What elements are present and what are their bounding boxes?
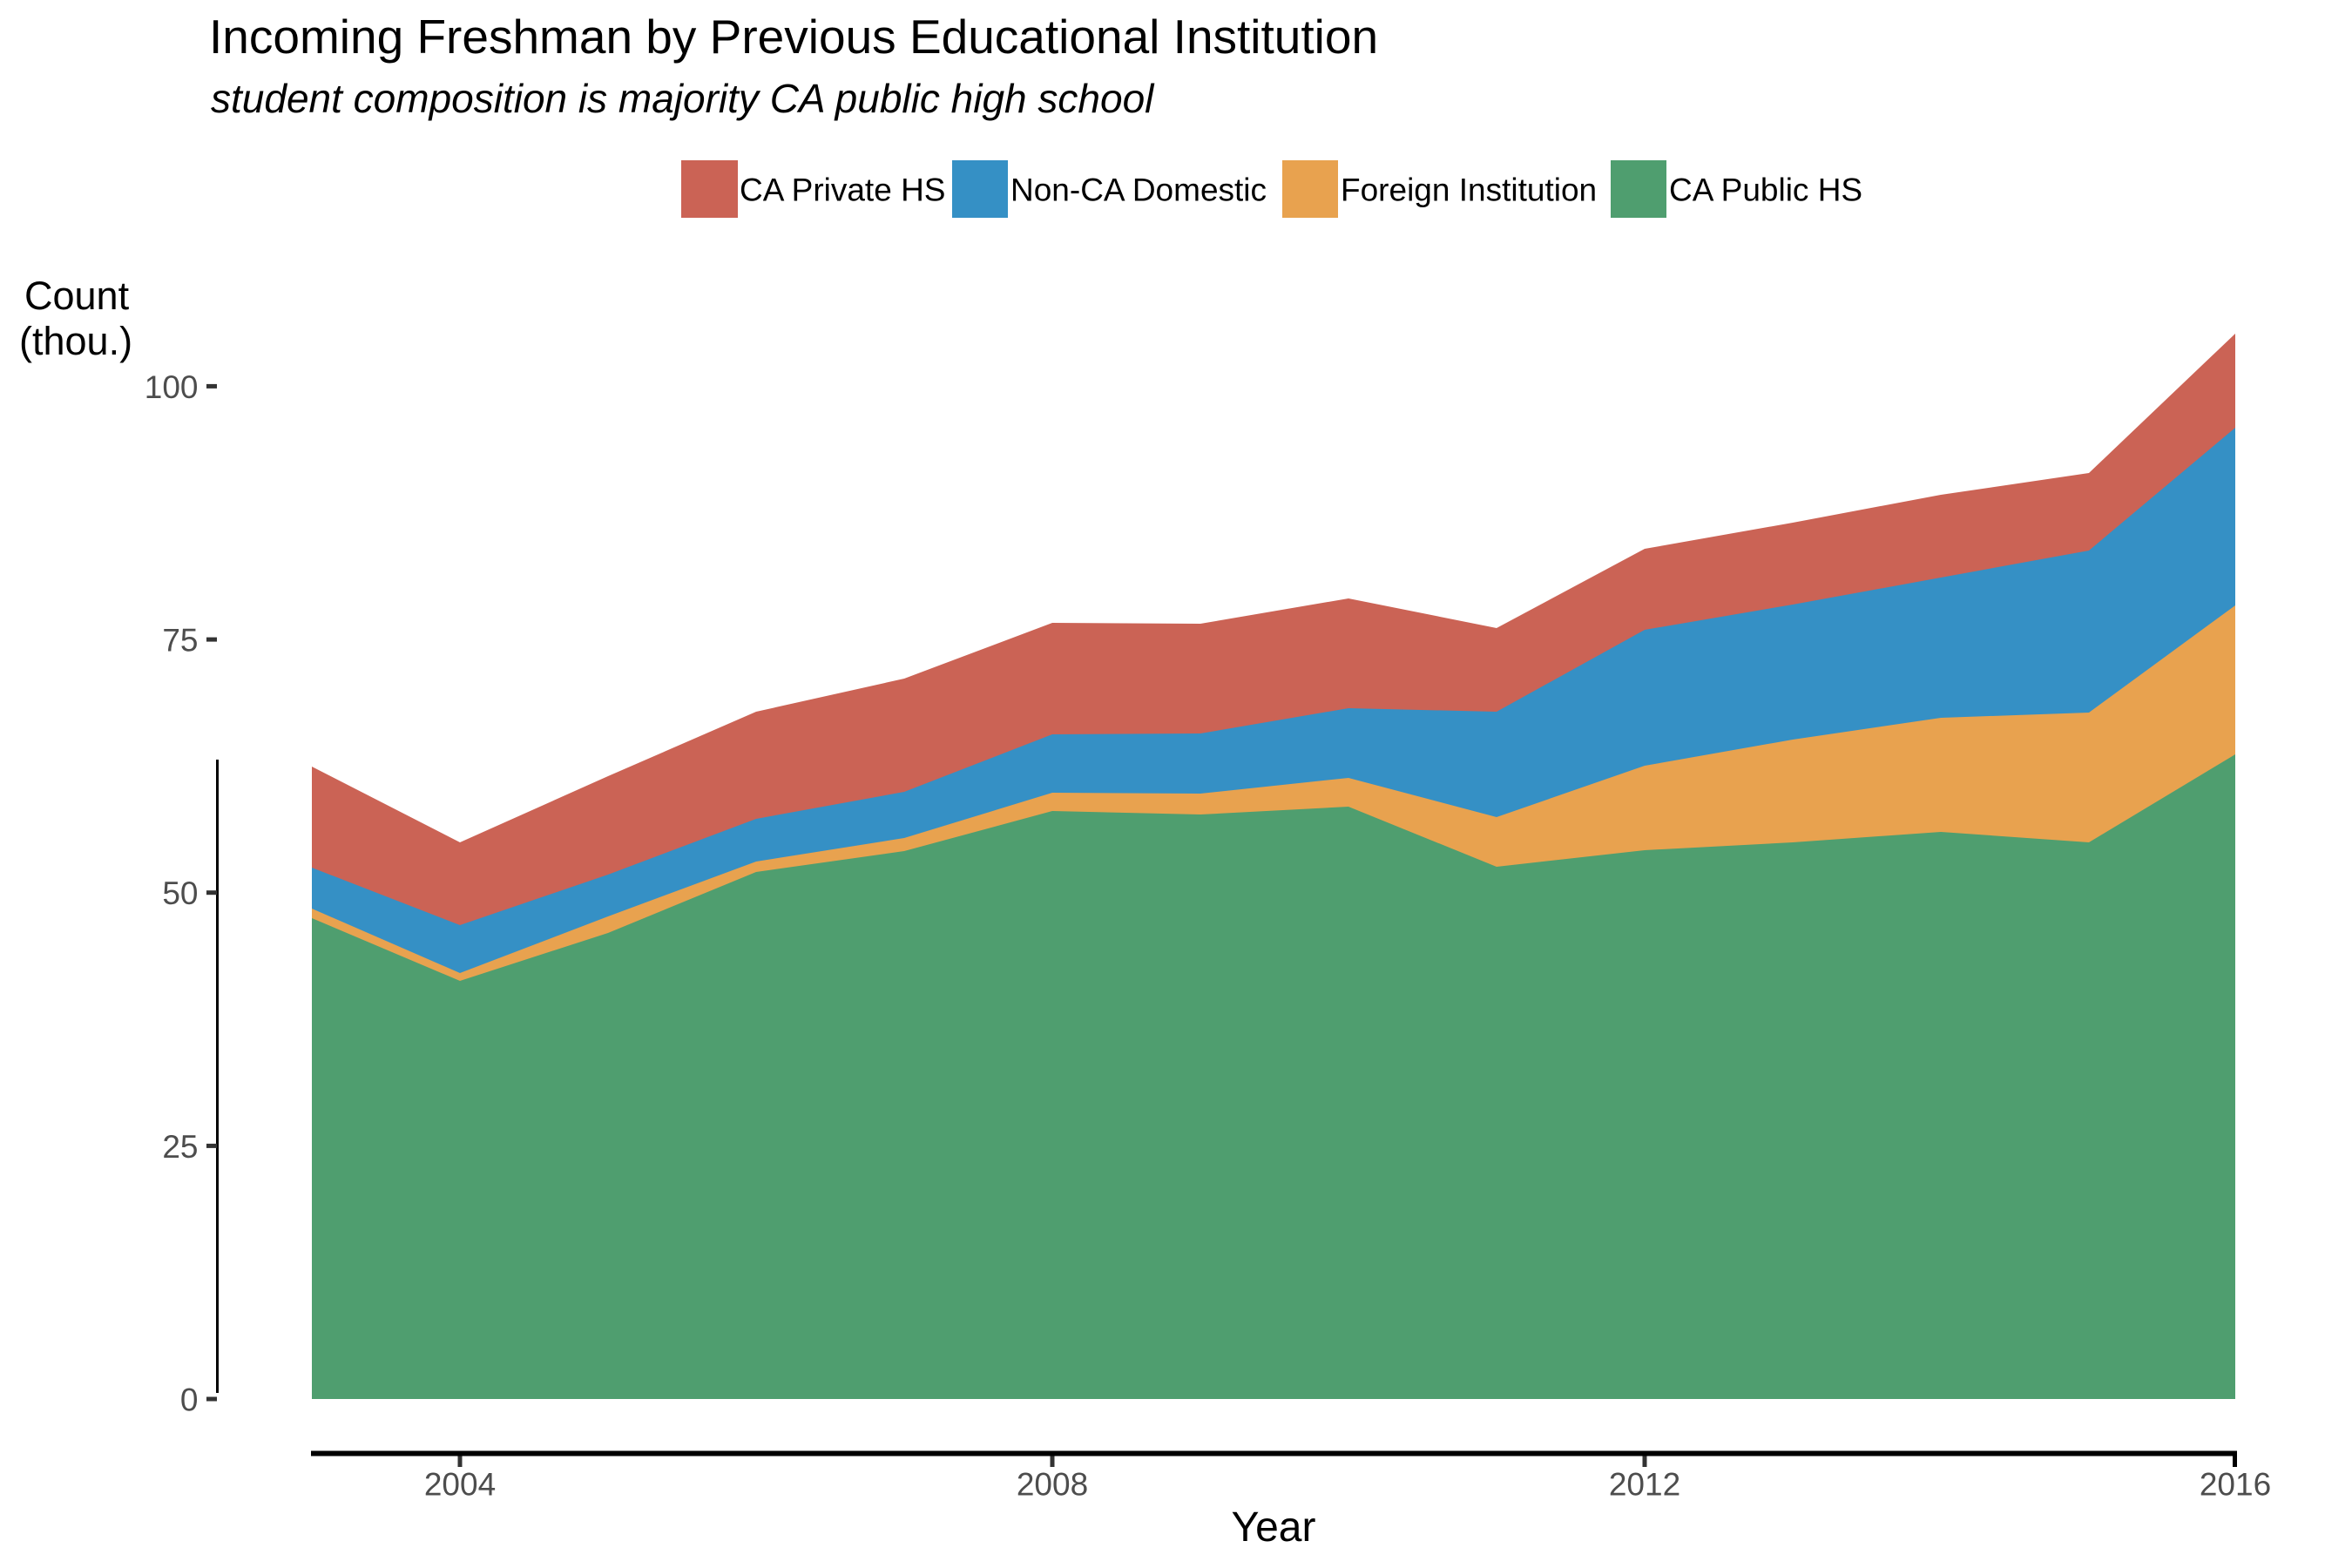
svg-text:CA Public HS: CA Public HS <box>1669 172 1862 208</box>
svg-text:0: 0 <box>180 1382 199 1418</box>
svg-text:100: 100 <box>145 369 199 405</box>
svg-text:Non-CA Domestic: Non-CA Domestic <box>1010 172 1267 208</box>
svg-text:student composition is majorit: student composition is majority CA publi… <box>211 76 1155 121</box>
svg-text:50: 50 <box>162 875 198 911</box>
svg-text:Count: Count <box>24 274 130 318</box>
svg-text:Incoming Freshman by Previous: Incoming Freshman by Previous Educationa… <box>209 10 1378 64</box>
svg-text:75: 75 <box>162 623 198 659</box>
svg-text:Year: Year <box>1232 1504 1316 1551</box>
svg-text:2012: 2012 <box>1609 1467 1680 1503</box>
svg-text:2004: 2004 <box>424 1467 496 1503</box>
svg-text:Foreign Institution: Foreign Institution <box>1341 172 1597 208</box>
svg-text:2016: 2016 <box>2200 1467 2271 1503</box>
svg-text:25: 25 <box>162 1129 198 1165</box>
svg-text:2008: 2008 <box>1017 1467 1088 1503</box>
svg-text:(thou.): (thou.) <box>19 319 132 363</box>
svg-text:CA Private HS: CA Private HS <box>740 172 945 208</box>
